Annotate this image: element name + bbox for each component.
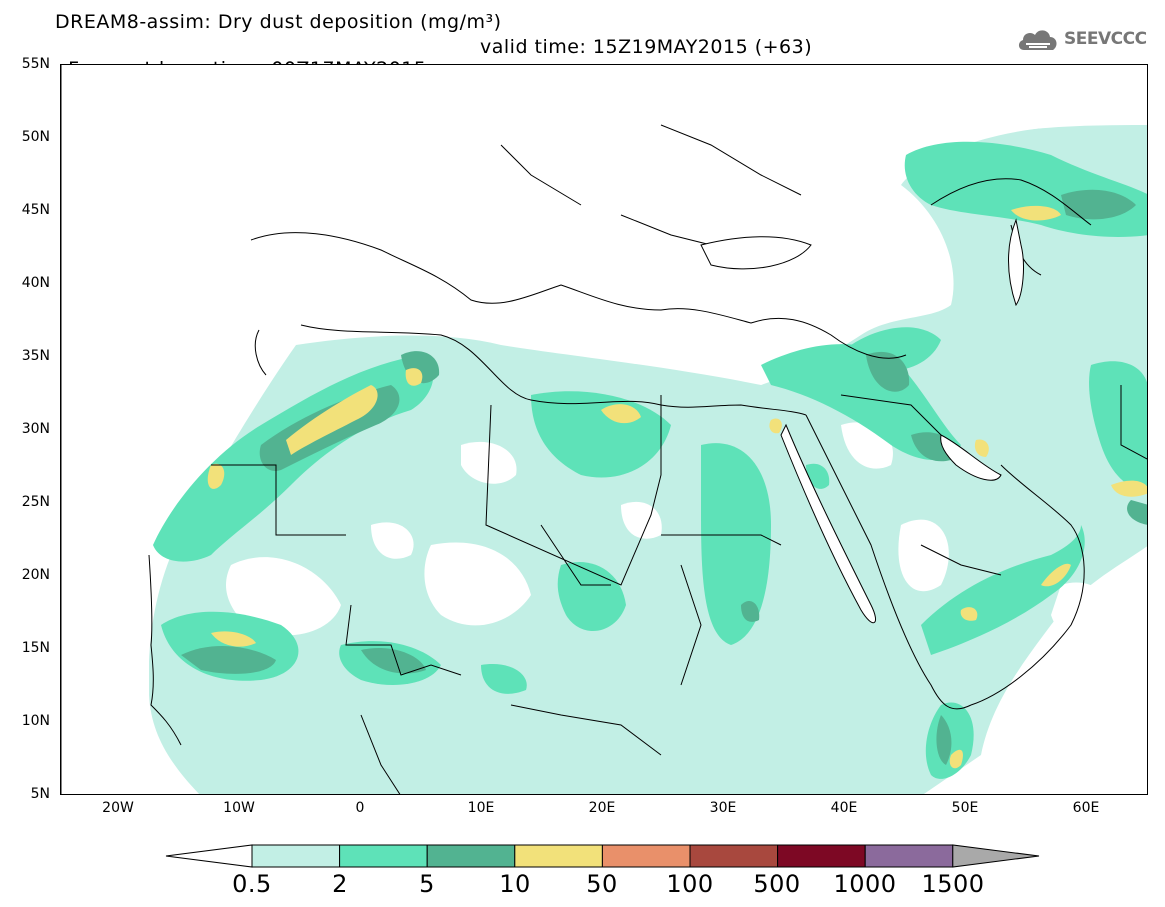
red-sea: [780, 423, 876, 623]
map-title: DREAM8-assim: Dry dust deposition (mg/m³…: [55, 11, 502, 33]
lon-label: 0: [355, 800, 365, 816]
lon-label: 10W: [223, 800, 255, 816]
persian-gulf: [940, 434, 1002, 481]
lat-label: 10N: [21, 713, 50, 729]
colorbar-under-arrow: [165, 844, 253, 868]
seevccc-logo: SEEVCCC: [1016, 24, 1147, 54]
cloud-logo-icon: [1018, 30, 1057, 50]
colorbar-segment: [251, 844, 341, 868]
lat-label: 55N: [21, 56, 50, 72]
deposition-map: [60, 64, 1148, 795]
lat-label: 45N: [21, 202, 50, 218]
colorbar-segment: [601, 844, 691, 868]
lon-label: 30E: [709, 800, 737, 816]
lon-label: 10E: [467, 800, 495, 816]
lat-label: 25N: [21, 494, 50, 510]
colorbar-label: 500: [753, 870, 801, 898]
colorbar-label: 1500: [921, 870, 985, 898]
black-sea: [700, 236, 812, 270]
lat-label: 40N: [21, 275, 50, 291]
level-10-areas: [207, 205, 1147, 769]
map-canvas: [61, 65, 1147, 794]
colorbar-label: 10: [499, 870, 531, 898]
colorbar-label: 5: [419, 870, 435, 898]
colorbar-segment: [339, 844, 428, 868]
country-boundaries: [148, 124, 1147, 794]
lat-label: 50N: [21, 129, 50, 145]
valid-time: valid time: 15Z19MAY2015 (+63): [480, 36, 813, 58]
colorbar-label: 2: [332, 870, 348, 898]
lon-label: 20E: [588, 800, 616, 816]
colorbar-over-arrow: [952, 844, 1040, 868]
lon-label: 40E: [830, 800, 858, 816]
colorbar-segment: [777, 844, 866, 868]
colorbar-segment: [426, 844, 516, 868]
lat-label: 5N: [30, 786, 50, 802]
caspian-sea: [1008, 218, 1024, 307]
lat-label: 30N: [21, 421, 50, 437]
lat-label: 35N: [21, 348, 50, 364]
lat-label: 15N: [21, 640, 50, 656]
logo-text: SEEVCCC: [1064, 29, 1147, 49]
colorbar-label: 50: [586, 870, 618, 898]
colorbar-segment: [864, 844, 954, 868]
colorbar-label: 1000: [833, 870, 897, 898]
lat-label: 20N: [21, 567, 50, 583]
colorbar-segment: [514, 844, 603, 868]
lon-label: 60E: [1072, 800, 1100, 816]
colorbar-segment: [689, 844, 779, 868]
lon-label: 50E: [951, 800, 979, 816]
lon-label: 20W: [102, 800, 134, 816]
colorbar-label: 0.5: [232, 870, 272, 898]
colorbar-label: 100: [666, 870, 714, 898]
